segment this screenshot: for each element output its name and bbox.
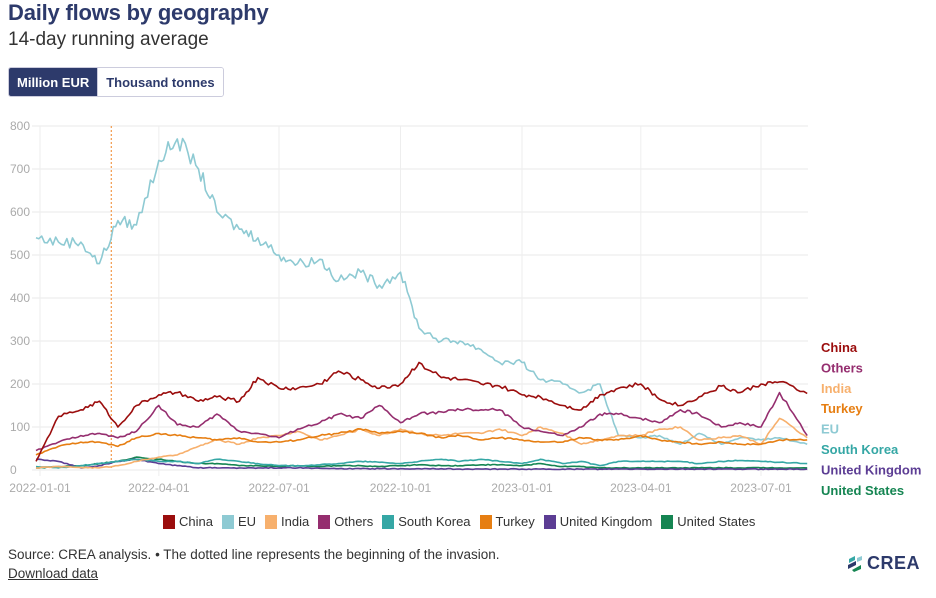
legend-label: South Korea [398, 514, 471, 529]
toggle-million-eur[interactable]: Million EUR [9, 68, 98, 96]
y-tick-label: 400 [10, 291, 30, 305]
end-label-turkey: Turkey [821, 401, 863, 416]
legend-label: United Kingdom [559, 514, 653, 529]
x-tick-label: 2023-01-01 [491, 481, 553, 495]
source-note: Source: CREA analysis. • The dotted line… [8, 547, 500, 562]
end-label-eu: EU [821, 422, 839, 437]
legend-swatch [479, 514, 492, 529]
legend: China EU India Others South Korea Turkey Unite… [163, 514, 755, 529]
legend-item-eu[interactable]: EU [221, 514, 257, 529]
crea-logo: CREA [846, 553, 920, 574]
legend-label: India [281, 514, 310, 529]
end-label-south-korea: South Korea [821, 442, 899, 457]
legend-item-others[interactable]: Others [318, 514, 373, 529]
series-line-south-korea[interactable] [35, 458, 808, 469]
x-tick-label: 2022-01-01 [9, 481, 71, 495]
legend-label: China [179, 514, 213, 529]
legend-swatch [543, 514, 556, 529]
grid [32, 125, 808, 476]
legend-swatch [382, 514, 395, 529]
download-data-link[interactable]: Download data [8, 566, 99, 581]
y-tick-label: 700 [10, 162, 30, 176]
y-tick-label: 800 [10, 119, 30, 133]
legend-swatch [661, 514, 674, 529]
y-tick-label: 300 [10, 334, 30, 348]
end-labels: China Others India Turkey EU South Korea Unite… [821, 340, 921, 498]
legend-swatch [318, 514, 331, 529]
y-tick-label: 500 [10, 248, 30, 262]
y-tick-label: 200 [10, 377, 30, 391]
series-line-china[interactable] [35, 361, 808, 462]
legend-label: Others [334, 514, 374, 529]
legend-item-united-states[interactable]: United States [661, 514, 755, 529]
series-line-turkey[interactable] [35, 427, 808, 456]
legend-item-china[interactable]: China [163, 514, 213, 529]
series-line-others[interactable] [35, 391, 808, 452]
crea-logo-icon [848, 555, 862, 572]
legend-label: Turkey [495, 514, 535, 529]
series-line-united-kingdom[interactable] [35, 458, 808, 471]
x-tick-label: 2022-04-01 [128, 481, 190, 495]
legend-item-south-korea[interactable]: South Korea [382, 514, 471, 529]
legend-item-india[interactable]: India [265, 514, 309, 529]
series-lines [35, 137, 808, 471]
legend-label: EU [237, 514, 257, 529]
end-label-others: Others [821, 360, 863, 375]
chart-subtitle: 14-day running average [8, 29, 209, 50]
end-label-united-kingdom: United Kingdom [821, 462, 921, 477]
y-tick-label: 100 [10, 420, 30, 434]
x-tick-label: 2023-07-01 [730, 481, 792, 495]
legend-item-turkey[interactable]: Turkey [479, 514, 535, 529]
series-line-united-states[interactable] [35, 456, 808, 470]
legend-label: United States [677, 514, 756, 529]
end-label-india: India [821, 381, 852, 396]
x-tick-label: 2022-07-01 [248, 481, 310, 495]
unit-toggle: Million EUR Thousand tonnes [8, 67, 224, 97]
chart-title: Daily flows by geography [8, 0, 269, 25]
y-axis: 0 100 200 300 400 500 600 700 800 [10, 119, 30, 477]
y-tick-label: 0 [10, 463, 17, 477]
end-label-china: China [821, 340, 858, 355]
legend-item-united-kingdom[interactable]: United Kingdom [543, 514, 653, 529]
toggle-thousand-tonnes[interactable]: Thousand tonnes [97, 68, 223, 96]
crea-logo-text: CREA [867, 553, 921, 573]
legend-swatch [163, 514, 175, 529]
x-tick-label: 2023-04-01 [610, 481, 672, 495]
y-tick-label: 600 [10, 205, 30, 219]
x-axis: 2022-01-01 2022-04-01 2022-07-01 2022-10-01… [9, 481, 792, 495]
legend-swatch [221, 514, 234, 529]
end-label-united-states: United States [821, 483, 904, 498]
legend-swatch [265, 514, 278, 529]
x-tick-label: 2022-10-01 [370, 481, 432, 495]
